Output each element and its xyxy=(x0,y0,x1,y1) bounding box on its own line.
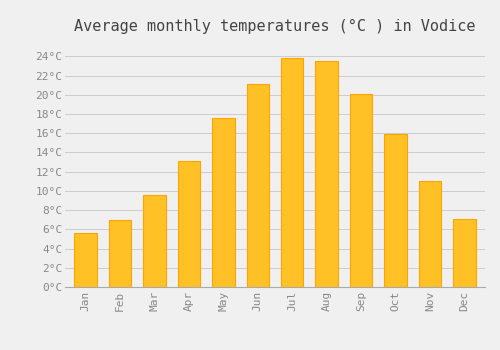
Bar xyxy=(246,84,269,287)
Bar xyxy=(144,195,166,287)
Bar xyxy=(350,94,372,287)
Title: Average monthly temperatures (°C ) in Vodice: Average monthly temperatures (°C ) in Vo… xyxy=(74,19,476,34)
Bar xyxy=(178,161,200,287)
Bar xyxy=(384,134,406,287)
Bar xyxy=(418,181,441,287)
Bar xyxy=(212,118,234,287)
Bar xyxy=(74,233,97,287)
Bar xyxy=(453,219,475,287)
Bar xyxy=(316,61,338,287)
Bar xyxy=(281,58,303,287)
Bar xyxy=(109,220,132,287)
